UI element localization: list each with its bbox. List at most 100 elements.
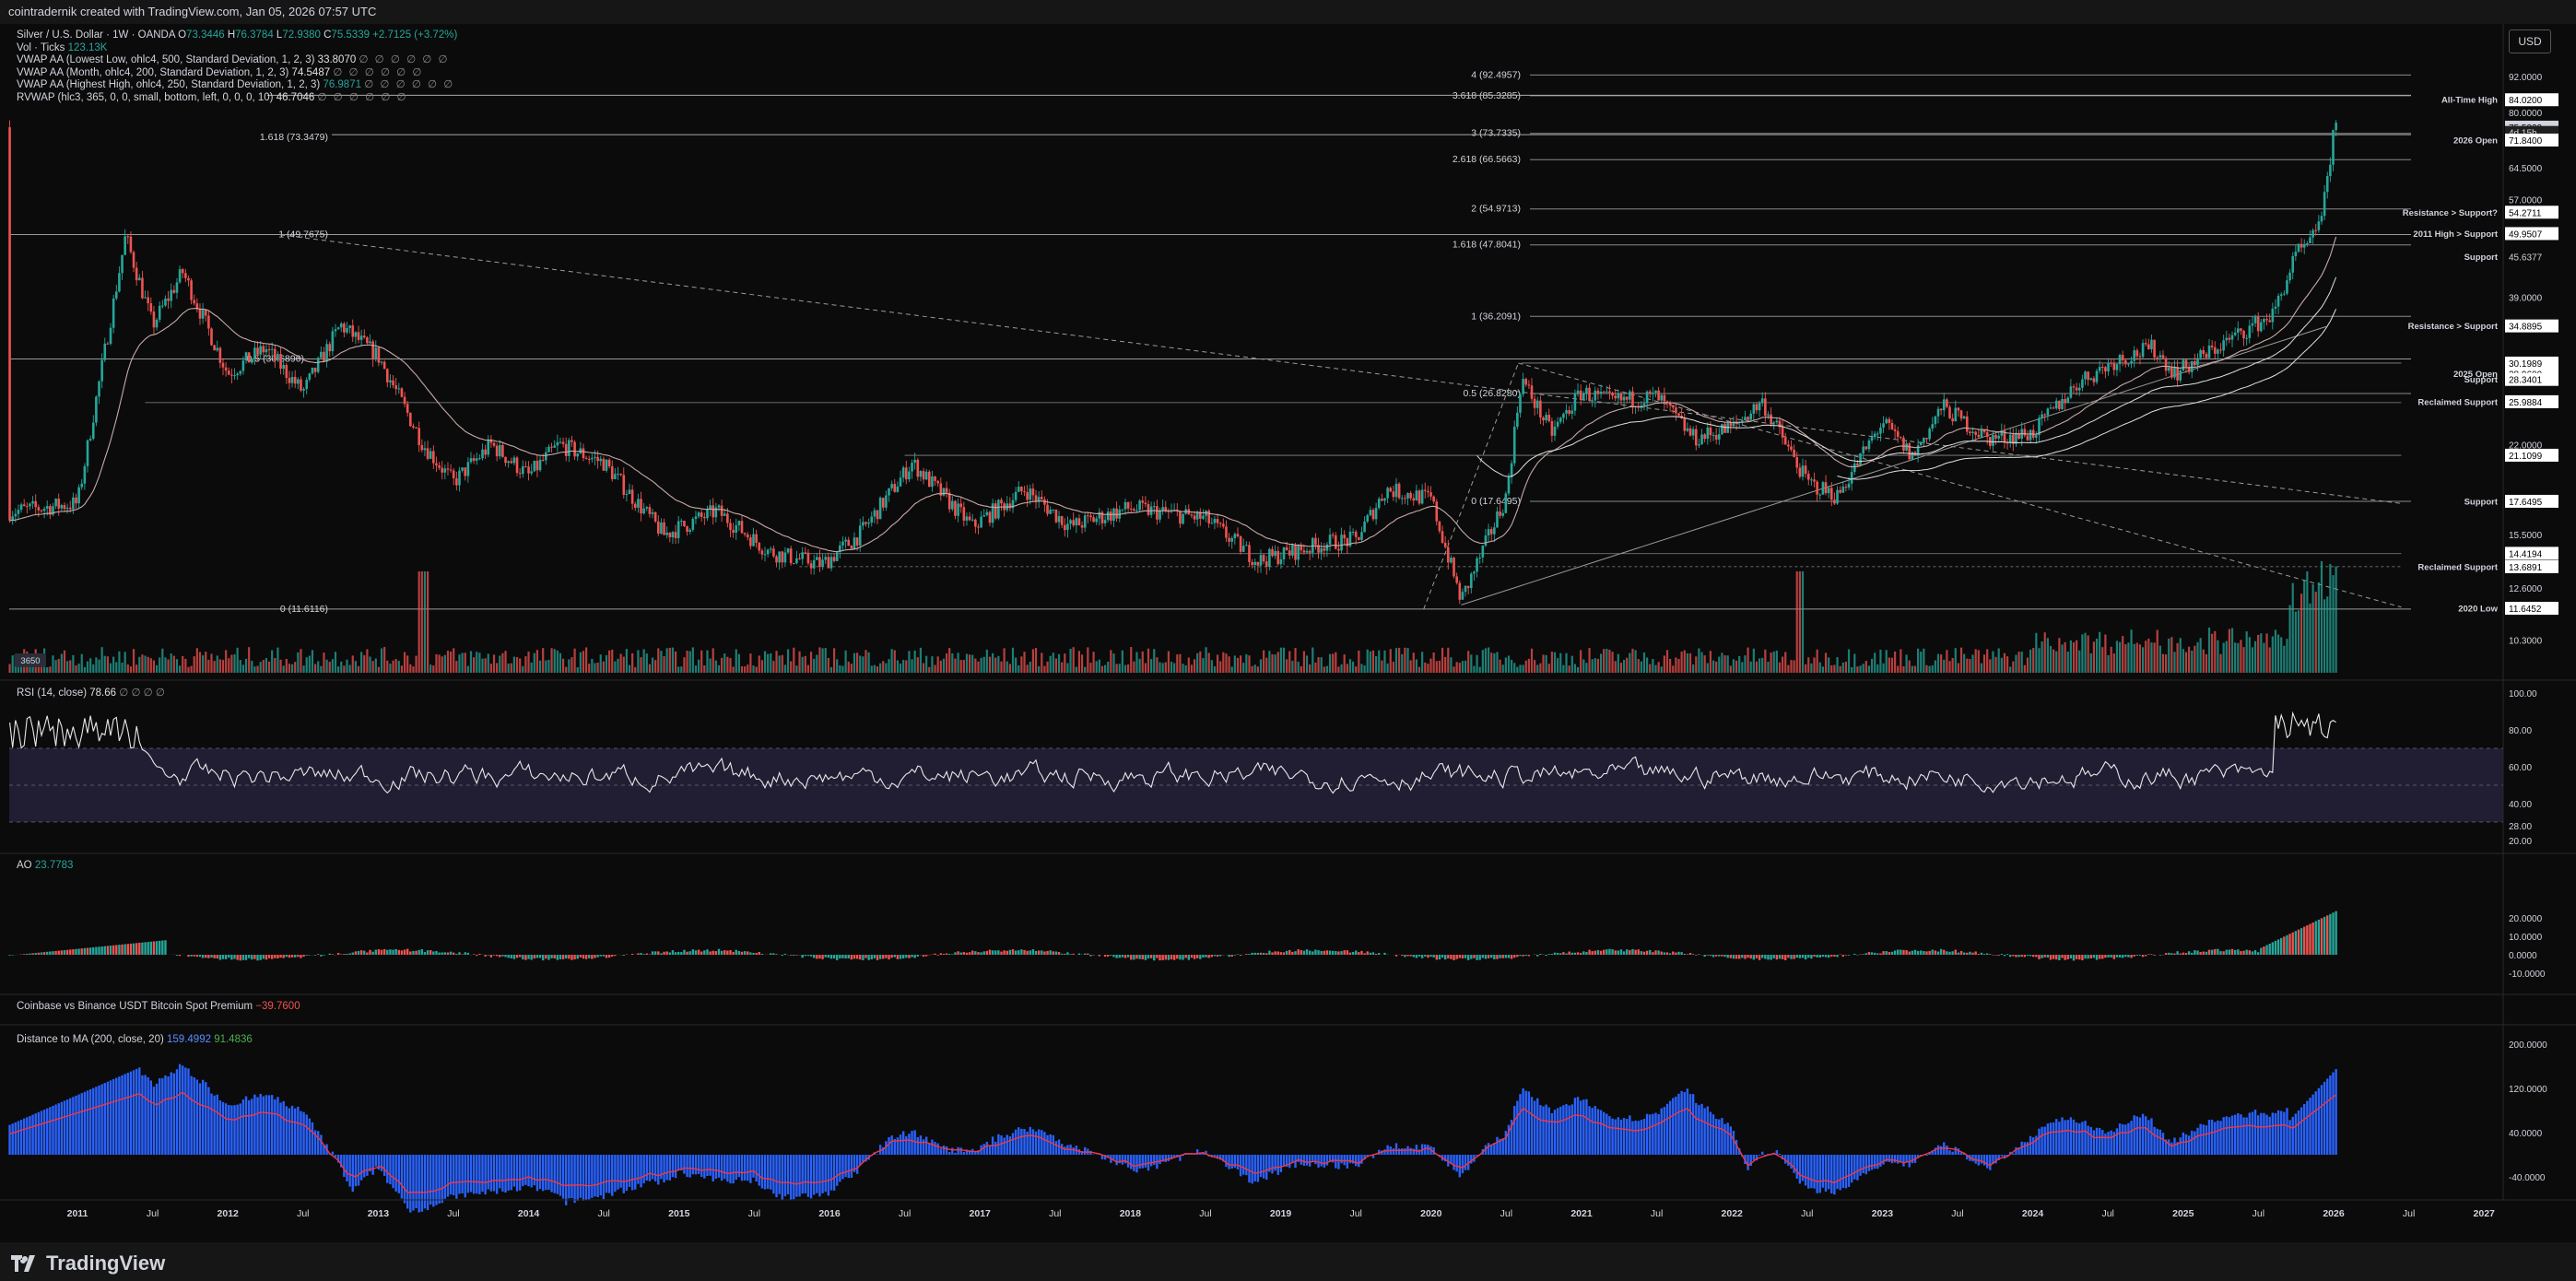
distance-scale-label: 40.0000: [2509, 1129, 2543, 1139]
volume-bar: [974, 658, 977, 673]
ao-bar: [1660, 951, 1663, 955]
time-axis-label: 2022: [1722, 1208, 1744, 1219]
volume-bar: [2182, 649, 2184, 673]
volume-bar: [1813, 657, 1816, 673]
volume-bar: [836, 659, 839, 673]
candle-body: [161, 305, 164, 307]
distance-bar: [1675, 1096, 1677, 1155]
candle-body: [564, 443, 568, 456]
ao-bar: [911, 955, 913, 958]
volume-bar: [856, 652, 859, 673]
rsi-legend[interactable]: RSI (14, close) 78.66 ∅ ∅ ∅ ∅: [17, 688, 165, 699]
ao-bar: [2268, 943, 2271, 955]
distance-bar: [1703, 1108, 1706, 1155]
distance-legend[interactable]: Distance to MA (200, close, 20) 159.4992…: [17, 1034, 253, 1045]
tradingview-logo[interactable]: TradingView: [11, 1252, 165, 1275]
distance-bar: [1164, 1155, 1167, 1162]
distance-scale-label: 120.0000: [2509, 1085, 2547, 1095]
candle-body: [2023, 429, 2027, 436]
ao-bar: [1216, 955, 1219, 958]
currency-button[interactable]: USD: [2509, 29, 2551, 53]
ao-bar: [1424, 955, 1427, 957]
candle-body: [190, 280, 193, 300]
ao-bar: [406, 948, 409, 955]
volume-bar: [942, 658, 946, 673]
ao-bar: [1256, 952, 1260, 955]
candle-body: [77, 487, 80, 504]
ao-bar: [233, 955, 236, 959]
ao-bar: [1890, 951, 1894, 955]
pane-separators[interactable]: [0, 24, 2576, 1201]
candle-body: [1625, 396, 1629, 400]
distance-bar: [588, 1155, 591, 1200]
ao-bar: [357, 950, 360, 955]
ao-bar: [1668, 953, 1672, 955]
indicator-rvwap[interactable]: RVWAP (hlc3, 365, 0, 0, small, bottom, l…: [17, 91, 408, 103]
ao-bar: [1187, 955, 1190, 960]
candle-body: [1585, 387, 1588, 394]
premium-legend[interactable]: Coinbase vs Binance USDT Bitcoin Spot Pr…: [17, 1001, 300, 1012]
ao-bar: [694, 950, 698, 955]
volume-bar: [1629, 652, 1631, 673]
volume-bar: [1507, 655, 1511, 673]
candle-body: [1512, 427, 1516, 464]
ao-bar: [1300, 950, 1302, 955]
candle-body: [2236, 328, 2240, 333]
volume-bar: [2268, 647, 2271, 673]
distance-bar: [1698, 1105, 1700, 1155]
candle-body: [2329, 164, 2332, 176]
candle-body: [1867, 440, 1871, 450]
ao-bar: [720, 950, 723, 955]
volume-bar: [415, 655, 418, 673]
indicator-vwap-month[interactable]: VWAP AA (Month, ohlc4, 200, Standard Dev…: [17, 66, 424, 78]
indicator-vwap-lowest[interactable]: VWAP AA (Lowest Low, ohlc4, 500, Standar…: [17, 54, 450, 65]
symbol-line[interactable]: Silver / U.S. Dollar · 1W · OANDA O73.34…: [17, 29, 458, 41]
level-label: All-Time High: [2441, 96, 2498, 106]
volume-bar: [1588, 648, 1591, 673]
candle-body: [775, 556, 778, 563]
distance-bar: [42, 1110, 46, 1155]
candle-body: [1241, 546, 1245, 552]
ao-pane: [8, 911, 2337, 961]
ao-bar: [1193, 955, 1196, 959]
ao-bar: [65, 949, 69, 955]
candle-body: [343, 323, 346, 333]
candle-body: [524, 465, 527, 467]
volume-bar: [1029, 662, 1031, 673]
distance-bar: [100, 1084, 103, 1155]
ao-bar: [1545, 955, 1547, 957]
candle-body: [1562, 413, 1565, 418]
candle-body: [2320, 216, 2323, 222]
indicator-vwap-highest[interactable]: VWAP AA (Highest High, ohlc4, 250, Stand…: [17, 79, 455, 90]
volume-bar: [1856, 666, 1859, 673]
volume-bar: [700, 650, 703, 673]
ao-legend[interactable]: AO 23.7783: [17, 860, 74, 871]
candle-body: [262, 346, 265, 353]
distance-bar: [1821, 1155, 1825, 1188]
candle-body: [1443, 542, 1447, 547]
ao-bar: [26, 953, 29, 955]
ao-bar: [1888, 952, 1891, 955]
indicator-vol[interactable]: Vol · Ticks 123.13K: [17, 41, 108, 53]
distance-bar: [674, 1155, 677, 1179]
distance-bar: [2095, 1127, 2099, 1155]
chart-canvas[interactable]: 1 (49.7675)0.5 (30.6896)0 (11.6116)1.618…: [0, 24, 2576, 1242]
ao-bar: [783, 953, 787, 955]
candle-body: [1631, 391, 1634, 407]
candle-body: [936, 480, 939, 484]
candle-body: [1954, 407, 1958, 422]
volume-bar: [400, 665, 404, 673]
distance-bar: [1582, 1099, 1585, 1155]
volume-bar: [565, 666, 568, 673]
ao-bar: [916, 955, 919, 957]
volume-bar: [706, 650, 709, 673]
distance-bar: [72, 1097, 75, 1155]
candle-body: [132, 252, 135, 268]
distance-bar: [1325, 1155, 1329, 1166]
ao-bar: [1905, 950, 1908, 955]
symbol-title[interactable]: Silver / U.S. Dollar · 1W · OANDA: [17, 29, 175, 41]
distance-bar: [1824, 1155, 1828, 1192]
candle-body: [1829, 488, 1833, 500]
candle-body: [175, 282, 179, 293]
axes[interactable]: 92.000080.000064.500057.000045.637739.00…: [67, 73, 2558, 1219]
